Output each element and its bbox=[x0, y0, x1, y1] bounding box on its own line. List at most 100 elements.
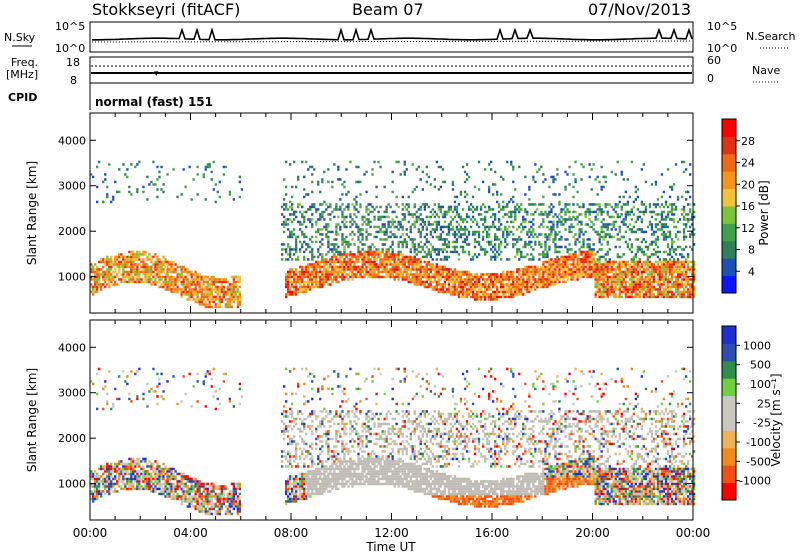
power-cell bbox=[411, 255, 414, 259]
velocity-cell bbox=[96, 485, 99, 488]
velocity-cell bbox=[108, 370, 111, 373]
power-cell bbox=[148, 278, 151, 281]
power-cell bbox=[693, 295, 696, 299]
power-cell bbox=[620, 173, 623, 176]
power-cell bbox=[598, 290, 601, 294]
power-cell bbox=[584, 265, 587, 269]
power-cell bbox=[572, 195, 575, 199]
power-cell bbox=[592, 253, 595, 256]
power-cell bbox=[311, 165, 314, 169]
power-cell bbox=[494, 238, 497, 241]
power-cell bbox=[566, 218, 569, 221]
power-cell bbox=[550, 228, 553, 231]
range-tick-label: 4000 bbox=[58, 134, 86, 147]
power-cell bbox=[106, 283, 109, 286]
power-cell bbox=[614, 270, 617, 274]
velocity-cell bbox=[112, 470, 115, 473]
power-cell bbox=[291, 233, 294, 236]
power-cell bbox=[431, 208, 434, 211]
power-cell bbox=[516, 283, 519, 286]
power-cell bbox=[425, 165, 428, 169]
power-cell bbox=[166, 275, 169, 279]
power-cell bbox=[441, 270, 445, 274]
power-cell bbox=[351, 268, 354, 271]
power-cell bbox=[216, 303, 219, 306]
power-cell bbox=[146, 263, 149, 266]
power-cell bbox=[333, 268, 336, 271]
power-cell bbox=[313, 268, 316, 271]
power-cell bbox=[682, 228, 686, 231]
power-cell bbox=[214, 288, 217, 291]
power-cell bbox=[693, 278, 696, 281]
power-cell bbox=[96, 185, 99, 189]
power-cell bbox=[230, 288, 233, 291]
power-cell bbox=[188, 293, 191, 296]
power-cell bbox=[387, 235, 390, 239]
power-cell bbox=[624, 190, 627, 194]
power-cell bbox=[568, 258, 571, 261]
power-cell bbox=[441, 213, 445, 216]
power-cell bbox=[578, 230, 581, 234]
power-cell bbox=[628, 228, 631, 231]
power-cell bbox=[331, 230, 334, 234]
power-cell bbox=[670, 285, 674, 289]
power-cell bbox=[365, 210, 368, 214]
power-cell bbox=[295, 210, 298, 214]
power-cell bbox=[504, 293, 507, 296]
power-cell bbox=[417, 263, 420, 266]
power-cell bbox=[331, 268, 334, 271]
power-cell bbox=[172, 278, 175, 281]
power-cell bbox=[614, 285, 617, 289]
power-cell bbox=[375, 268, 378, 271]
power-cell bbox=[355, 265, 358, 269]
power-cell bbox=[287, 243, 290, 246]
power-cell bbox=[381, 223, 384, 226]
power-cell bbox=[232, 298, 235, 301]
power-cell bbox=[498, 245, 501, 249]
power-cell bbox=[228, 290, 231, 294]
power-cell bbox=[321, 285, 324, 289]
power-cell bbox=[301, 223, 304, 226]
power-cell bbox=[490, 275, 493, 279]
power-cell bbox=[427, 268, 430, 271]
power-cell bbox=[552, 223, 555, 226]
power-cell bbox=[598, 293, 601, 296]
power-cell bbox=[329, 265, 332, 269]
power-cell bbox=[130, 280, 133, 284]
power-cell bbox=[687, 288, 690, 291]
power-cell bbox=[628, 213, 631, 216]
power-cell bbox=[618, 225, 621, 229]
power-cell bbox=[572, 173, 575, 176]
nave-label: Nave bbox=[752, 64, 780, 77]
power-cell bbox=[520, 280, 523, 284]
power-cell bbox=[628, 263, 631, 266]
power-cell bbox=[636, 278, 639, 281]
power-cell bbox=[357, 275, 360, 279]
power-cell bbox=[691, 283, 694, 286]
power-cell bbox=[144, 275, 147, 279]
power-cell bbox=[582, 203, 585, 206]
power-cell bbox=[184, 278, 187, 281]
power-cell bbox=[385, 205, 388, 209]
power-cell bbox=[393, 270, 396, 274]
power-cell bbox=[351, 273, 354, 276]
power-cell bbox=[359, 205, 362, 209]
power-cell bbox=[610, 278, 613, 281]
power-cell bbox=[654, 180, 658, 184]
power-cell bbox=[590, 220, 593, 224]
power-cell bbox=[415, 220, 418, 224]
power-cell bbox=[676, 195, 680, 199]
power-cell bbox=[206, 305, 209, 309]
power-cell bbox=[449, 215, 453, 219]
power-cell bbox=[654, 240, 658, 244]
power-cell bbox=[106, 268, 109, 271]
power-cell bbox=[576, 190, 579, 194]
power-cell bbox=[540, 283, 543, 286]
power-cell bbox=[194, 283, 197, 286]
power-cell bbox=[377, 210, 380, 214]
power-cell bbox=[560, 238, 563, 241]
power-cell bbox=[568, 248, 571, 251]
power-cell bbox=[335, 205, 338, 209]
power-cell bbox=[190, 295, 193, 299]
power-cell bbox=[194, 278, 197, 281]
